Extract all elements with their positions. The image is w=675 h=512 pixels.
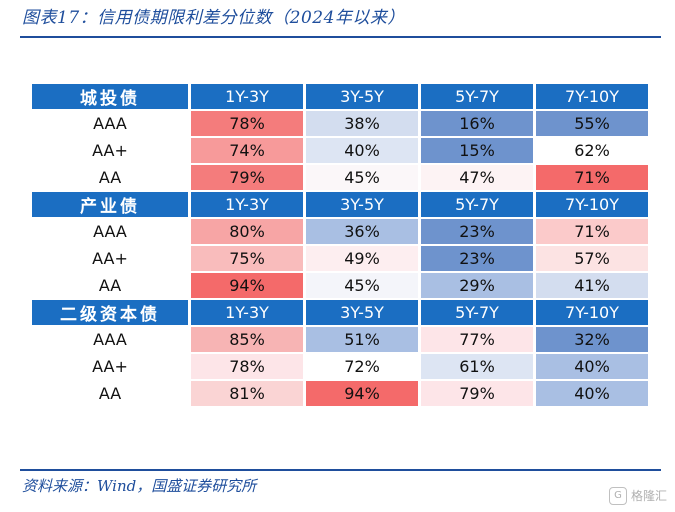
source-note: 资料来源：Wind，国盛证券研究所 xyxy=(22,477,257,495)
column-header: 1Y-3Y xyxy=(191,300,303,325)
table-row: AA 81% 94% 79% 40% xyxy=(32,381,648,406)
percentile-cell: 77% xyxy=(421,327,533,352)
column-header: 3Y-5Y xyxy=(306,300,418,325)
percentile-cell: 40% xyxy=(536,381,648,406)
table-row: AA+ 75% 49% 23% 57% xyxy=(32,246,648,271)
rating-label: AA xyxy=(98,276,122,295)
percentile-cell: 23% xyxy=(421,219,533,244)
rating-label: AA+ xyxy=(92,249,128,268)
percentile-cell: 71% xyxy=(536,219,648,244)
percentile-cell: 79% xyxy=(191,165,303,190)
table-row: AAA 78% 38% 16% 55% xyxy=(32,111,648,136)
percentile-cell: 79% xyxy=(421,381,533,406)
percentile-cell: 45% xyxy=(306,273,418,298)
percentile-cell: 74% xyxy=(191,138,303,163)
percentile-cell: 15% xyxy=(421,138,533,163)
table-row: AA 79% 45% 47% 71% xyxy=(32,165,648,190)
rating-label: AA xyxy=(98,384,122,403)
percentile-cell: 62% xyxy=(536,138,648,163)
section-name: 产业债 xyxy=(32,192,188,217)
percentile-cell: 51% xyxy=(306,327,418,352)
column-header: 3Y-5Y xyxy=(306,192,418,217)
rating-label: AA+ xyxy=(92,141,128,160)
percentile-cell: 57% xyxy=(536,246,648,271)
rating-label: AAA xyxy=(93,330,127,349)
spread-percentile-table: 城投债 1Y-3Y 3Y-5Y 5Y-7Y 7Y-10Y AAA 78% 38% 16% 55% A… xyxy=(29,82,651,408)
percentile-cell: 40% xyxy=(536,354,648,379)
section-name: 城投债 xyxy=(32,84,188,109)
table-row: AAA 80% 36% 23% 71% xyxy=(32,219,648,244)
section-name: 二级资本债 xyxy=(32,300,188,325)
percentile-cell: 71% xyxy=(536,165,648,190)
percentile-cell: 55% xyxy=(536,111,648,136)
rating-label: AAA xyxy=(93,222,127,241)
percentile-cell: 47% xyxy=(421,165,533,190)
percentile-cell: 49% xyxy=(306,246,418,271)
percentile-cell: 94% xyxy=(306,381,418,406)
percentile-cell: 72% xyxy=(306,354,418,379)
percentile-cell: 45% xyxy=(306,165,418,190)
percentile-cell: 75% xyxy=(191,246,303,271)
percentile-cell: 32% xyxy=(536,327,648,352)
column-header: 7Y-10Y xyxy=(536,300,648,325)
percentile-cell: 40% xyxy=(306,138,418,163)
watermark: G 格隆汇 xyxy=(608,486,667,506)
percentile-cell: 41% xyxy=(536,273,648,298)
section-header-row: 产业债 1Y-3Y 3Y-5Y 5Y-7Y 7Y-10Y xyxy=(32,192,648,217)
footer-rule xyxy=(20,469,661,471)
section-header-row: 二级资本债 1Y-3Y 3Y-5Y 5Y-7Y 7Y-10Y xyxy=(32,300,648,325)
percentile-cell: 38% xyxy=(306,111,418,136)
rating-label: AAA xyxy=(93,114,127,133)
percentile-cell: 78% xyxy=(191,354,303,379)
percentile-cell: 29% xyxy=(421,273,533,298)
percentile-cell: 80% xyxy=(191,219,303,244)
column-header: 1Y-3Y xyxy=(191,192,303,217)
column-header: 5Y-7Y xyxy=(421,192,533,217)
table-row: AA+ 78% 72% 61% 40% xyxy=(32,354,648,379)
percentile-cell: 81% xyxy=(191,381,303,406)
column-header: 7Y-10Y xyxy=(536,84,648,109)
percentile-cell: 78% xyxy=(191,111,303,136)
title-rule xyxy=(20,36,661,38)
percentile-cell: 61% xyxy=(421,354,533,379)
percentile-cell: 23% xyxy=(421,246,533,271)
column-header: 3Y-5Y xyxy=(306,84,418,109)
table-row: AA 94% 45% 29% 41% xyxy=(32,273,648,298)
g-logo-icon: G xyxy=(608,487,627,505)
rating-label: AA+ xyxy=(92,357,128,376)
percentile-cell: 94% xyxy=(191,273,303,298)
percentile-cell: 36% xyxy=(306,219,418,244)
rating-label: AA xyxy=(98,168,122,187)
column-header: 5Y-7Y xyxy=(421,84,533,109)
column-header: 1Y-3Y xyxy=(191,84,303,109)
percentile-cell: 16% xyxy=(421,111,533,136)
column-header: 5Y-7Y xyxy=(421,300,533,325)
figure-title: 图表17：信用债期限利差分位数（2024年以来） xyxy=(22,8,405,28)
table-row: AAA 85% 51% 77% 32% xyxy=(32,327,648,352)
column-header: 7Y-10Y xyxy=(536,192,648,217)
watermark-text: 格隆汇 xyxy=(630,489,667,503)
section-header-row: 城投债 1Y-3Y 3Y-5Y 5Y-7Y 7Y-10Y xyxy=(32,84,648,109)
percentile-cell: 85% xyxy=(191,327,303,352)
table-row: AA+ 74% 40% 15% 62% xyxy=(32,138,648,163)
